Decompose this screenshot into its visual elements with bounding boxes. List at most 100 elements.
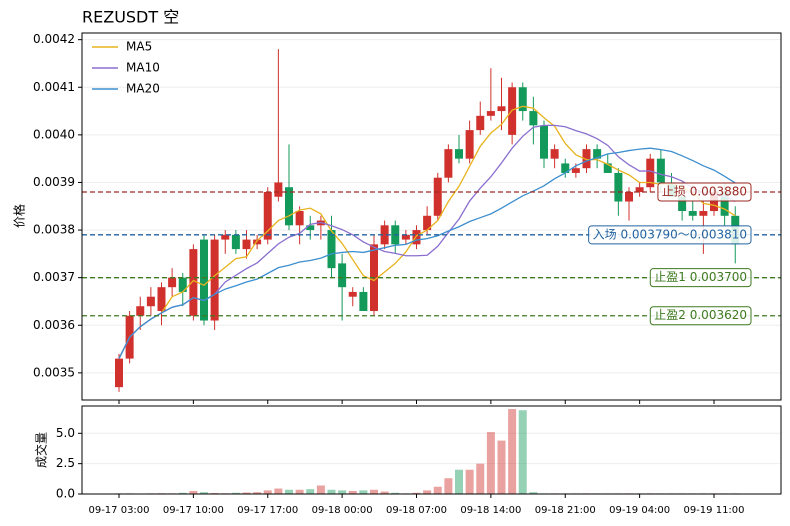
candle-body (656, 158, 665, 183)
x-tick-label: 09-17 10:00 (163, 505, 224, 516)
candle-body (306, 225, 315, 231)
level-label: 止盈2 0.003620 (649, 306, 752, 326)
candle-body (359, 291, 368, 311)
volume-bar (189, 490, 198, 494)
candle-body (200, 239, 208, 321)
candle-body (699, 211, 708, 216)
candle-body (168, 277, 177, 288)
y-tick-label: 0.0035 (33, 365, 75, 379)
level-label-box (649, 306, 752, 326)
candle-body (561, 163, 570, 173)
candle-body (338, 263, 347, 288)
level-label: 止损 0.003880 (657, 182, 752, 202)
candle-body (327, 230, 336, 269)
chart-title: REZUSDT 空 (82, 8, 179, 27)
candle-body (348, 291, 357, 297)
candle-body (497, 106, 506, 112)
volume-bar (242, 492, 251, 494)
candle-body (710, 191, 718, 212)
volume-bar (306, 489, 315, 494)
level-label-box (588, 225, 752, 245)
x-tick-label: 09-19 04:00 (609, 505, 670, 516)
volume-bar (423, 490, 432, 494)
candle-body (231, 234, 240, 250)
level-label: 入场 0.003790～0.003810 (588, 225, 752, 245)
level-label-box (649, 268, 752, 288)
candle-body (115, 358, 123, 388)
x-tick-label: 09-18 07:00 (386, 505, 447, 516)
candle-body (529, 111, 538, 126)
x-tick-label: 09-17 03:00 (88, 505, 149, 516)
candle-body (688, 211, 697, 216)
volume-bar (231, 492, 240, 494)
level-label: 止盈1 0.003700 (649, 268, 752, 288)
plot-area (82, 406, 781, 494)
candle-body (571, 168, 580, 173)
x-tick-label: 09-18 00:00 (312, 505, 373, 516)
candle-body (486, 111, 495, 116)
volume-bar (518, 410, 527, 494)
ma-line (118, 105, 736, 359)
candle-body (189, 249, 198, 316)
candle-body (423, 215, 432, 231)
candle-body (263, 191, 272, 240)
volume-bar (412, 492, 421, 494)
y-tick-label: 0.0041 (33, 80, 75, 94)
candle-body (285, 187, 293, 226)
candle-body (550, 149, 559, 159)
volume-bar (263, 490, 272, 494)
volume-bar (285, 489, 293, 494)
candle-body (433, 177, 442, 216)
candle-body (242, 239, 251, 250)
candle-body (603, 163, 612, 173)
y-tick-label: 0.0 (56, 487, 75, 501)
candle-body (210, 239, 219, 321)
volume-bar (444, 478, 453, 494)
plot-frame (81, 405, 782, 495)
candle-body (295, 211, 304, 226)
candle-body (412, 230, 421, 245)
candle-body (136, 306, 145, 316)
legend-label: MA10 (126, 61, 160, 75)
volume-bar (359, 490, 368, 494)
volume-bar (529, 492, 538, 494)
candle-body (646, 158, 655, 188)
candle-body (401, 234, 410, 240)
volume-bar (253, 492, 262, 494)
volume-bar (316, 485, 325, 494)
legend-label: MA5 (126, 40, 152, 54)
candle-body (465, 130, 474, 159)
x-tick-label: 09-18 21:00 (535, 505, 596, 516)
volume-bar (200, 492, 208, 494)
candle-body (593, 149, 602, 159)
y-tick-label: 0.0038 (33, 223, 75, 237)
volume-bar (178, 492, 187, 494)
volume-bar (327, 489, 336, 494)
y-tick-label: 2.5 (56, 456, 75, 470)
ma-line (118, 147, 736, 359)
volume-bar (348, 490, 357, 494)
y-tick-label: 0.0039 (33, 175, 75, 189)
volume-bar (455, 469, 463, 494)
y-tick-label: 0.0042 (33, 32, 75, 46)
candle-body (678, 196, 687, 212)
candle-body (720, 191, 729, 216)
volume-bar (370, 489, 378, 494)
volume-bar (465, 469, 474, 494)
y-tick-label: 5.0 (56, 426, 75, 440)
volume-bar (476, 463, 485, 494)
volume-axis-label: 成交量 (34, 432, 49, 468)
volume-bar (274, 488, 283, 494)
candle-body (455, 149, 463, 159)
candle-body (540, 125, 548, 159)
volume-bar (391, 492, 400, 494)
candle-body (221, 234, 230, 240)
level-label-text: 止盈1 0.003700 (654, 270, 747, 284)
volume-bar (380, 491, 389, 494)
candle-body (274, 182, 283, 197)
candle-body (635, 187, 644, 192)
volume-bar (433, 486, 442, 494)
volume-bar (338, 490, 347, 494)
candle-body (157, 287, 166, 311)
